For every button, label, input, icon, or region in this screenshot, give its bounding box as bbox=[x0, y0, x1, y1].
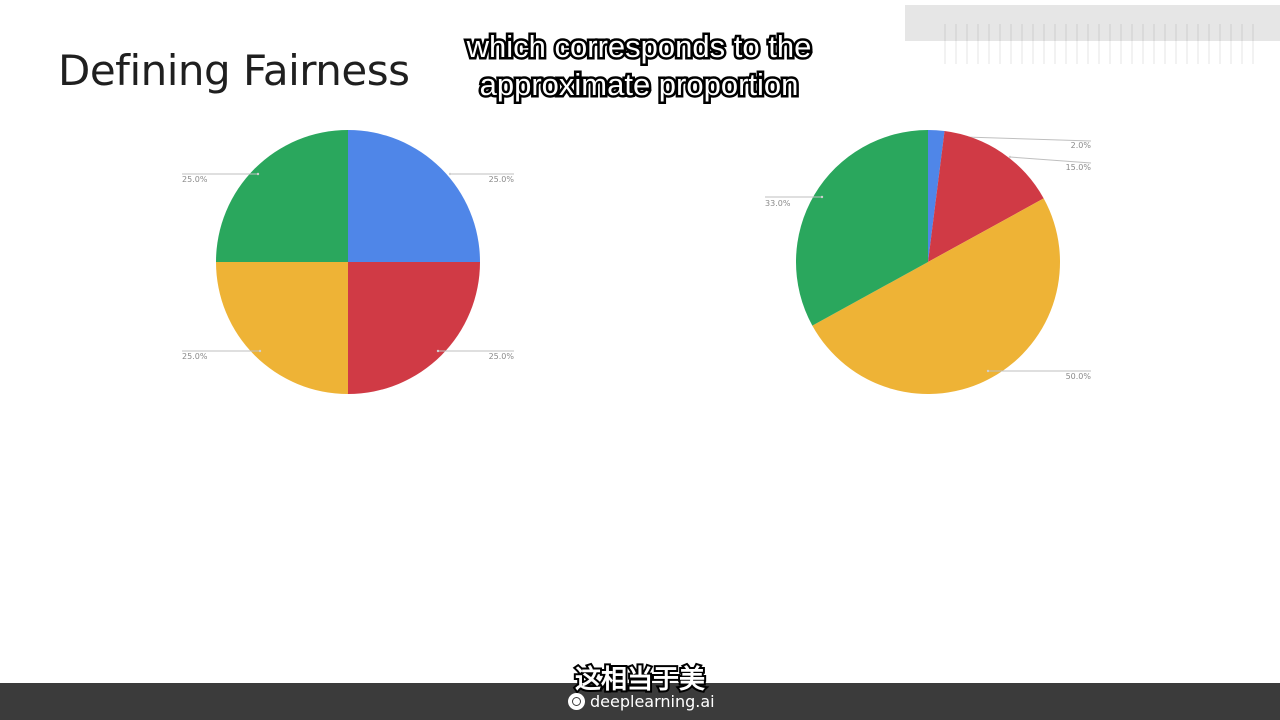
slice-leader-dot bbox=[820, 195, 824, 199]
pie-slice bbox=[216, 130, 348, 262]
pie-slice bbox=[348, 130, 480, 262]
slice-label: 25.0% bbox=[489, 352, 515, 361]
slice-label: 25.0% bbox=[182, 352, 208, 361]
english-subtitle: which corresponds to the approximate pro… bbox=[400, 27, 878, 105]
pie-slice bbox=[795, 130, 928, 326]
slice-leader-line bbox=[964, 136, 1092, 142]
slice-label: 25.0% bbox=[182, 175, 208, 184]
slice-leader-dot bbox=[258, 349, 262, 353]
pie-chart-proportional: 2.0% 15.0% 50.0% 33.0% bbox=[765, 130, 1091, 394]
slice-leader-dot bbox=[448, 172, 452, 176]
corner-video-overlay bbox=[905, 5, 1280, 41]
slice-leader-line bbox=[1009, 156, 1092, 164]
pie-slice bbox=[812, 198, 1060, 394]
slide-title: Defining Fairness bbox=[58, 46, 410, 95]
slice-leader-dot bbox=[1008, 155, 1012, 159]
english-subtitle-line-2: approximate proportion bbox=[477, 65, 801, 105]
chinese-subtitle: 这相当于美 bbox=[573, 663, 707, 697]
slice-leader-dot bbox=[436, 349, 440, 353]
slice-label: 50.0% bbox=[1066, 372, 1092, 381]
english-subtitle-line-1: which corresponds to the bbox=[464, 27, 814, 67]
pie-slice bbox=[348, 262, 480, 394]
pie-slice bbox=[928, 131, 1044, 262]
pie-slice bbox=[216, 262, 348, 394]
bottom-bar bbox=[0, 683, 1280, 720]
brand-name: deeplearning.ai bbox=[590, 691, 715, 711]
slice-label: 33.0% bbox=[765, 199, 791, 208]
corner-ghost-text bbox=[935, 24, 1255, 64]
deeplearning-logo-icon bbox=[568, 692, 585, 710]
pie-chart-equal: 25.0% 25.0% 25.0% 25.0% bbox=[182, 130, 514, 394]
slice-leader-dot bbox=[256, 172, 260, 176]
pie-slice bbox=[928, 130, 945, 262]
slice-label: 2.0% bbox=[1071, 141, 1092, 150]
slice-label: 15.0% bbox=[1066, 163, 1092, 172]
slice-leader-dot bbox=[986, 369, 990, 373]
brand: deeplearning.ai bbox=[568, 691, 715, 711]
slice-label: 25.0% bbox=[489, 175, 515, 184]
